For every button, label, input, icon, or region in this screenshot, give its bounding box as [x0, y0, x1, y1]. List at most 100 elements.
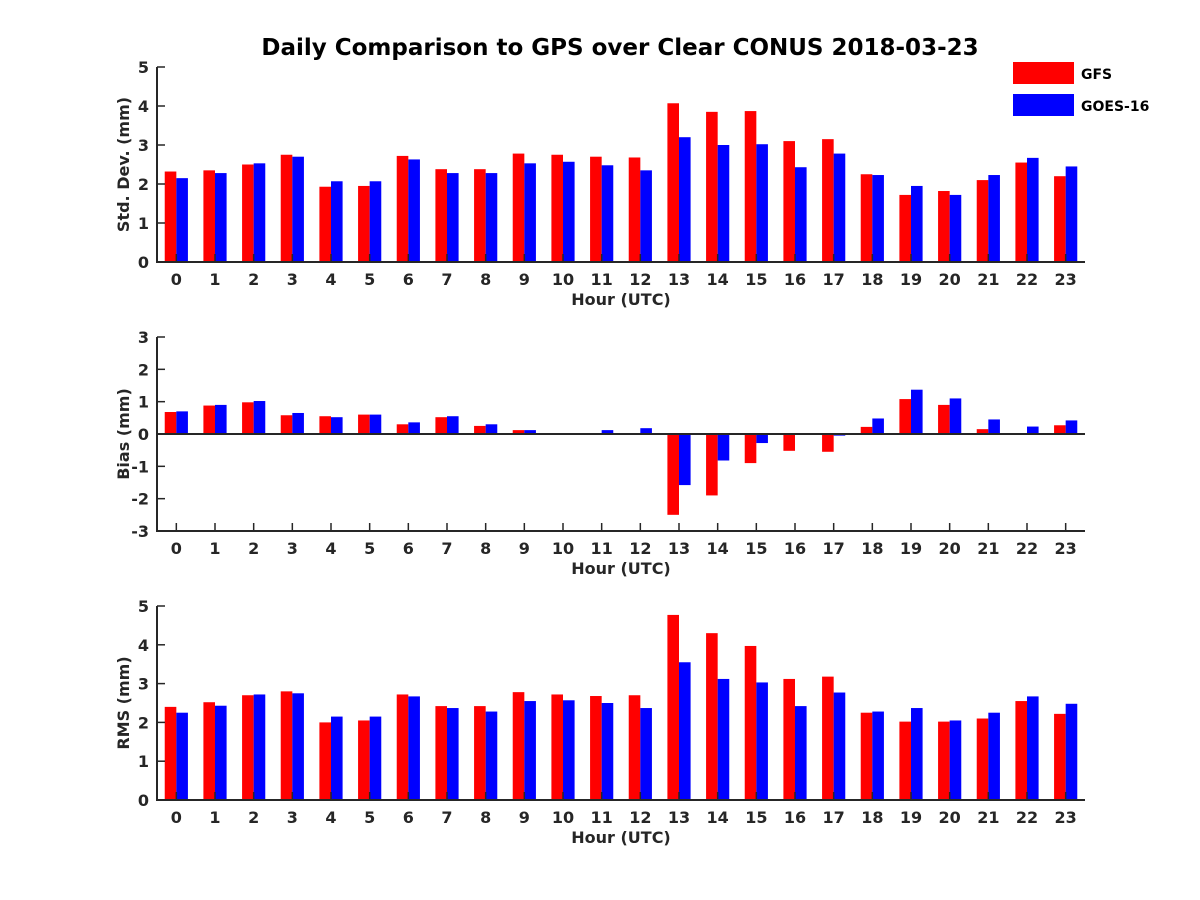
bias-bar-gfs-16 — [783, 434, 795, 451]
std-dev-xtick-label: 7 — [441, 270, 452, 289]
std-dev-bar-goes16-12 — [640, 170, 652, 262]
std-dev-bar-gfs-23 — [1054, 176, 1066, 262]
bias-bar-goes16-21 — [988, 419, 1000, 434]
rms-bar-gfs-8 — [474, 706, 486, 800]
rms-bar-goes16-17 — [833, 692, 846, 800]
bias-bar-goes16-7 — [447, 416, 459, 434]
std-dev-xtick-label: 11 — [591, 270, 613, 289]
std-dev-xtick-label: 16 — [784, 270, 806, 289]
std-dev-xtick-label: 6 — [403, 270, 414, 289]
std-dev-ytick-label: 2 — [138, 175, 149, 194]
rms-xtick-label: 9 — [519, 808, 530, 827]
rms-xtick-label: 0 — [171, 808, 182, 827]
std-dev-ytick-label: 0 — [138, 253, 149, 272]
rms-xtick-label: 20 — [939, 808, 961, 827]
bias-bar-gfs-8 — [474, 425, 486, 434]
std-dev-xtick-label: 15 — [745, 270, 767, 289]
bias-bar-gfs-15 — [744, 434, 757, 464]
rms-bar-gfs-4 — [319, 722, 331, 800]
std-dev-bar-gfs-15 — [744, 111, 757, 262]
std-dev-bar-gfs-0 — [164, 171, 177, 262]
rms-bar-goes16-8 — [485, 711, 498, 800]
std-dev-ylabel: Std. Dev. (mm) — [114, 97, 133, 232]
bias-bar-goes16-9 — [524, 430, 536, 434]
std-dev-bar-goes16-22 — [1027, 157, 1039, 262]
rms-xtick-label: 8 — [480, 808, 491, 827]
rms-bar-goes16-23 — [1065, 703, 1078, 800]
bias-bar-gfs-6 — [396, 424, 409, 434]
rms-ytick-label: 4 — [138, 636, 149, 655]
bias-xtick-label: 7 — [441, 539, 452, 558]
std-dev-bar-goes16-2 — [253, 163, 266, 262]
bias-xtick-label: 15 — [745, 539, 767, 558]
std-dev-bar-gfs-19 — [899, 194, 911, 262]
bias-xtick-label: 5 — [364, 539, 375, 558]
std-dev-xtick-label: 4 — [325, 270, 336, 289]
rms-bar-gfs-18 — [860, 712, 873, 800]
std-dev-bar-gfs-13 — [667, 103, 679, 263]
bias-bar-goes16-18 — [872, 418, 884, 434]
std-dev-xtick-label: 23 — [1055, 270, 1077, 289]
rms-bar-goes16-1 — [215, 705, 227, 800]
rms-bar-gfs-6 — [396, 694, 409, 800]
std-dev-bar-goes16-11 — [601, 165, 614, 262]
rms-bar-goes16-6 — [408, 696, 420, 800]
rms-xtick-label: 1 — [209, 808, 220, 827]
bias-bar-gfs-9 — [512, 430, 525, 434]
bias-bar-goes16-4 — [331, 417, 343, 434]
std-dev-bar-gfs-8 — [474, 169, 486, 262]
bias-bar-goes16-22 — [1027, 426, 1039, 434]
std-dev-ytick-label: 5 — [138, 58, 149, 77]
std-dev-xtick-label: 12 — [629, 270, 651, 289]
rms-ytick-label: 5 — [138, 597, 149, 616]
rms-bar-gfs-2 — [242, 695, 254, 800]
legend-swatch-gfs — [1013, 62, 1074, 84]
rms-bar-gfs-9 — [512, 692, 525, 800]
legend-label-gfs: GFS — [1081, 67, 1112, 83]
bias-bar-gfs-0 — [164, 412, 177, 434]
bias-bar-goes16-0 — [176, 411, 188, 434]
bias-bar-gfs-19 — [899, 399, 911, 434]
bias-bar-gfs-1 — [203, 405, 215, 434]
rms-xtick-label: 16 — [784, 808, 806, 827]
bias-bar-goes16-6 — [408, 422, 420, 434]
rms-bar-goes16-7 — [447, 708, 459, 800]
std-dev-xtick-label: 18 — [861, 270, 883, 289]
rms-xtick-label: 4 — [325, 808, 336, 827]
bias-bar-goes16-8 — [485, 424, 498, 434]
bias-bar-goes16-14 — [717, 434, 730, 461]
bias-ytick-label: 2 — [138, 360, 149, 379]
std-dev-xtick-label: 14 — [707, 270, 729, 289]
bias-bar-gfs-17 — [822, 434, 834, 452]
rms-xtick-label: 7 — [441, 808, 452, 827]
bias-bar-goes16-3 — [292, 412, 304, 434]
rms-bar-gfs-7 — [435, 706, 447, 800]
rms-bar-gfs-5 — [358, 720, 370, 800]
std-dev-xtick-label: 20 — [939, 270, 961, 289]
bias-bar-goes16-1 — [215, 404, 227, 434]
bias-ytick-label: -2 — [131, 490, 149, 509]
std-dev-bar-gfs-3 — [280, 154, 293, 262]
rms-bar-goes16-12 — [640, 708, 652, 800]
rms-xtick-label: 6 — [403, 808, 414, 827]
bias-xtick-label: 18 — [861, 539, 883, 558]
std-dev-bar-gfs-17 — [822, 139, 834, 262]
rms-bar-gfs-14 — [706, 633, 718, 800]
bias-ytick-label: 1 — [138, 393, 149, 412]
std-dev-bar-gfs-18 — [860, 174, 873, 262]
std-dev-bar-gfs-6 — [396, 155, 409, 262]
bias-bar-goes16-2 — [253, 401, 266, 434]
bias-xtick-label: 4 — [325, 539, 336, 558]
rms-xtick-label: 18 — [861, 808, 883, 827]
rms-bar-gfs-19 — [899, 721, 911, 800]
rms-bar-goes16-11 — [601, 703, 614, 800]
rms-xlabel: Hour (UTC) — [571, 828, 671, 847]
std-dev-bar-goes16-16 — [795, 167, 807, 262]
std-dev-bar-gfs-11 — [590, 156, 602, 262]
bias-xtick-label: 21 — [977, 539, 999, 558]
bias-ytick-label: 3 — [138, 328, 149, 347]
bias-ylabel: Bias (mm) — [114, 388, 133, 480]
rms-ytick-label: 0 — [138, 791, 149, 810]
std-dev-bar-gfs-4 — [319, 186, 331, 262]
